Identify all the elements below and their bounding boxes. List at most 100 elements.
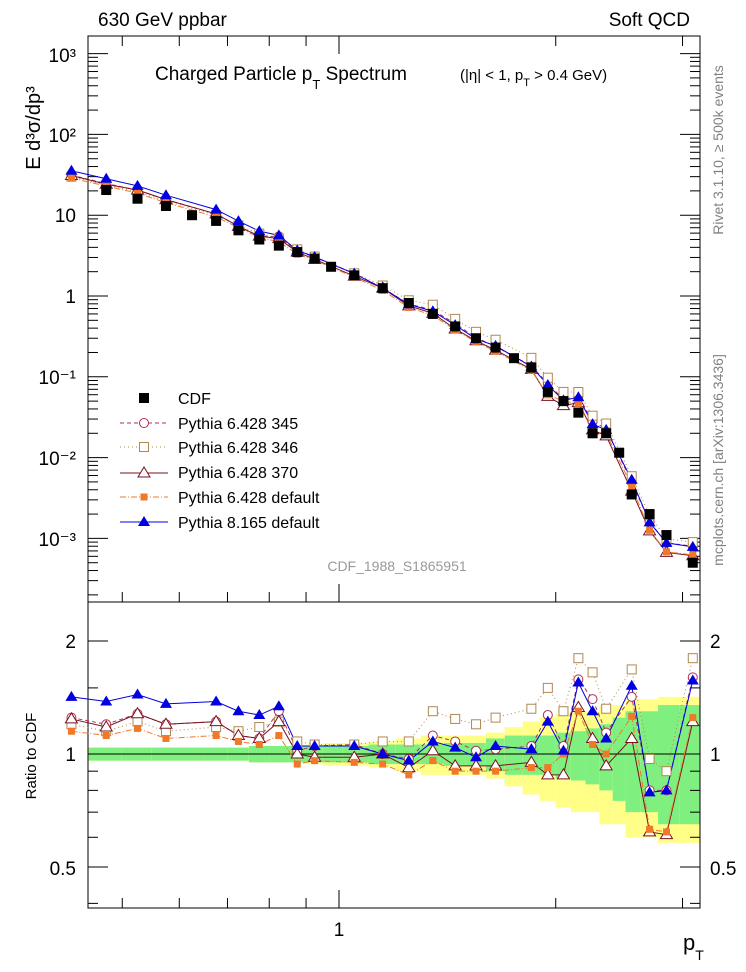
cdf-data-point bbox=[309, 253, 320, 264]
ratio-point-pdef6 bbox=[646, 825, 654, 833]
ratio-point-pdef6 bbox=[234, 737, 242, 745]
top-point-p8 bbox=[65, 164, 78, 175]
header-left: 630 GeV ppbar bbox=[98, 10, 228, 31]
ratio-point-p8 bbox=[272, 700, 285, 711]
legend-marker-pdef6 bbox=[140, 493, 148, 501]
ratio-point-pdef6 bbox=[134, 724, 142, 732]
cdf-data-point bbox=[132, 193, 143, 204]
header-right: Soft QCD bbox=[609, 10, 690, 31]
legend-marker-cdf bbox=[139, 393, 149, 403]
ytick-1: 1 bbox=[65, 287, 76, 308]
legend-marker-p345 bbox=[139, 418, 149, 428]
ratio-point-pdef6 bbox=[574, 707, 582, 715]
plot-title: Charged Particle pT Spectrum bbox=[155, 64, 407, 92]
ratio-point-p346 bbox=[558, 706, 569, 717]
top-point-p8 bbox=[100, 172, 113, 183]
cdf-data-point bbox=[211, 215, 222, 226]
rtick-left-2: 2 bbox=[65, 632, 76, 653]
top-line-pdef6 bbox=[71, 177, 693, 556]
legend-label-p370: Pythia 6.428 370 bbox=[178, 465, 298, 482]
legend-label-p346: Pythia 6.428 346 bbox=[178, 440, 298, 457]
rtick-left-05: 0.5 bbox=[50, 859, 76, 880]
ratio-point-pdef6 bbox=[544, 764, 552, 772]
xlabel-main: p bbox=[683, 930, 695, 955]
ratio-point-p8 bbox=[660, 784, 673, 795]
top-point-p8 bbox=[625, 473, 638, 484]
ratio-point-p8 bbox=[253, 709, 266, 720]
ratio-point-p370 bbox=[271, 714, 286, 727]
cdf-data-point bbox=[403, 297, 414, 308]
ratio-point-p346 bbox=[687, 653, 698, 664]
cdf-data-point bbox=[526, 362, 537, 373]
ylabel-top: E d³σ/dp³ bbox=[23, 86, 45, 170]
ratio-point-pdef6 bbox=[589, 741, 597, 749]
series-markers bbox=[64, 164, 700, 840]
ratio-point-p8 bbox=[541, 715, 554, 726]
ratio-point-pdef6 bbox=[472, 767, 480, 775]
ratio-point-pdef6 bbox=[67, 727, 75, 735]
ytick-10: 10 bbox=[55, 206, 76, 227]
ratio-point-p346 bbox=[132, 716, 143, 727]
ratio-point-p370 bbox=[290, 747, 305, 759]
title-tail: Spectrum bbox=[320, 64, 407, 85]
top-point-p8 bbox=[272, 229, 285, 240]
legend-marker-p8 bbox=[138, 516, 150, 526]
ratio-point-pdef6 bbox=[662, 828, 670, 836]
ratio-point-p370 bbox=[64, 711, 79, 724]
ratio-point-p8 bbox=[586, 705, 599, 716]
cdf-data-point bbox=[601, 428, 612, 439]
ytick-1e3: 10³ bbox=[49, 46, 76, 67]
ratio-point-pdef6 bbox=[527, 764, 535, 772]
ratio-point-p346 bbox=[450, 713, 461, 724]
ratio-point-p346 bbox=[490, 712, 501, 723]
legend-label-p345: Pythia 6.428 345 bbox=[178, 416, 298, 433]
top-line-p8 bbox=[71, 170, 693, 548]
ratio-point-pdef6 bbox=[350, 758, 358, 766]
ytick-1e2: 10² bbox=[49, 126, 76, 147]
ratio-point-pdef6 bbox=[429, 757, 437, 765]
top-line-p345 bbox=[71, 174, 693, 547]
cdf-data-point bbox=[101, 185, 112, 196]
ratio-point-pdef6 bbox=[379, 760, 387, 768]
ratio-point-p8 bbox=[686, 674, 699, 685]
legend-item-p346: Pythia 6.428 346 bbox=[120, 440, 298, 457]
top-point-pdef6 bbox=[646, 526, 654, 534]
ratio-point-p370 bbox=[159, 717, 173, 729]
cdf-data-point bbox=[326, 261, 337, 272]
ratio-point-p8 bbox=[525, 743, 538, 754]
legend-marker-p370 bbox=[137, 466, 151, 478]
ratio-point-p370 bbox=[624, 731, 639, 743]
ratio-point-pdef6 bbox=[212, 732, 220, 740]
cdf-data-point bbox=[542, 386, 553, 397]
top-point-pdef6 bbox=[662, 548, 670, 556]
ratio-point-p346 bbox=[601, 703, 612, 714]
ratio-point-pdef6 bbox=[255, 741, 263, 749]
ytick-1e-2: 10⁻² bbox=[39, 449, 77, 470]
legend-item-cdf: CDF bbox=[139, 391, 211, 408]
ratio-point-pdef6 bbox=[628, 712, 636, 720]
ratio-point-p370 bbox=[425, 743, 440, 756]
ytick-1e-3: 10⁻³ bbox=[39, 530, 77, 551]
cdf-data-point bbox=[573, 407, 584, 418]
ratio-point-p8 bbox=[159, 697, 172, 708]
ratio-point-p346 bbox=[661, 766, 672, 777]
top-point-p8 bbox=[541, 378, 554, 389]
top-point-p8 bbox=[572, 391, 585, 402]
side-mcplots: mcplots.cern.ch [arXiv:1306.3436] bbox=[710, 354, 726, 566]
ratio-point-p8 bbox=[426, 735, 439, 746]
ratio-point-p8 bbox=[470, 751, 483, 762]
cdf-data-point bbox=[661, 530, 672, 541]
top-point-p8 bbox=[686, 540, 699, 551]
band-inner-bin bbox=[679, 705, 700, 825]
ratio-line-p346 bbox=[71, 657, 694, 773]
cdf-data-point bbox=[644, 509, 655, 520]
ratio-point-pdef6 bbox=[492, 767, 500, 775]
ratio-point-p8 bbox=[376, 748, 389, 758]
ratio-point-p370 bbox=[540, 767, 555, 780]
ratio-point-p8 bbox=[489, 740, 502, 751]
cdf-data-point bbox=[626, 489, 637, 500]
title-cuts: (|η| < 1, pT > 0.4 GeV) bbox=[460, 67, 607, 89]
cdf-data-point bbox=[587, 428, 598, 439]
cdf-data-point bbox=[450, 321, 461, 332]
legend-label-cdf: CDF bbox=[178, 391, 211, 408]
